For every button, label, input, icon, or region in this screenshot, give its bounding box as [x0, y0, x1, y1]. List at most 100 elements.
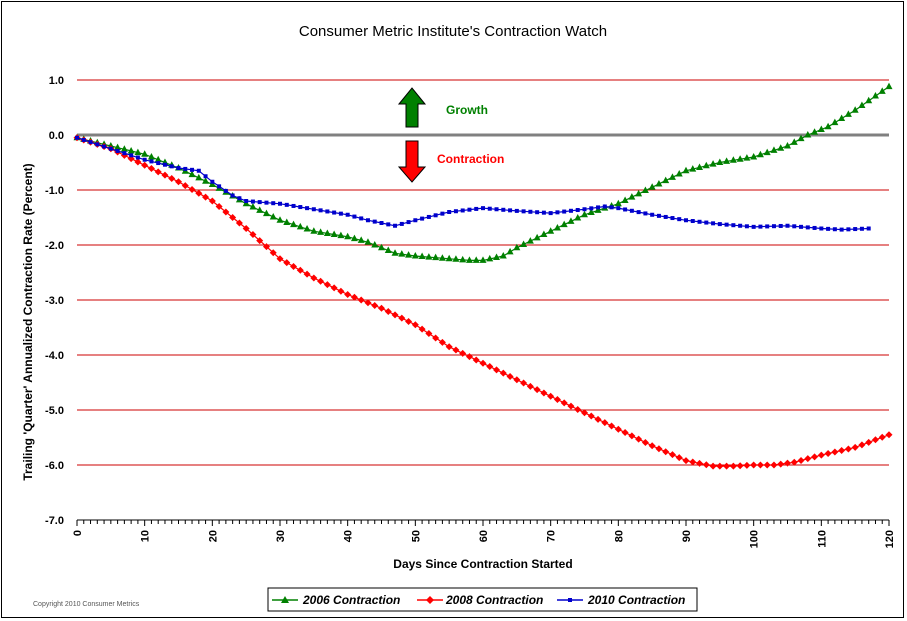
data-point-2008 — [763, 461, 771, 469]
series-2010 — [75, 135, 871, 232]
data-point-2006 — [621, 196, 629, 203]
data-point-2008 — [655, 445, 663, 453]
data-point-2008 — [330, 284, 338, 292]
data-point-2008 — [337, 287, 345, 295]
data-point-2008 — [418, 325, 426, 333]
legend-label-2010: 2010 Contraction — [587, 593, 685, 607]
data-point-2006 — [195, 173, 203, 181]
data-point-2008 — [479, 359, 487, 367]
y-tick-label: 0.0 — [49, 130, 64, 142]
data-point-2008 — [134, 158, 142, 166]
data-point-2010 — [156, 161, 161, 166]
data-point-2006 — [858, 101, 866, 109]
data-point-2008 — [567, 402, 575, 410]
data-point-2010 — [210, 179, 215, 184]
data-point-2006 — [526, 237, 534, 244]
y-tick-label: -5.0 — [45, 405, 64, 417]
data-point-2006 — [716, 158, 724, 165]
x-tick-label: 90 — [681, 530, 693, 542]
data-point-2006 — [520, 240, 528, 247]
data-point-2010 — [217, 184, 222, 189]
data-point-2010 — [535, 210, 540, 215]
data-point-2008 — [175, 178, 182, 186]
data-point-2006 — [797, 134, 805, 142]
data-point-2010 — [751, 224, 756, 229]
data-point-2006 — [655, 179, 663, 187]
data-point-2008 — [425, 330, 433, 338]
data-point-2010 — [447, 210, 452, 214]
data-point-2010 — [724, 222, 729, 227]
data-point-2010 — [433, 213, 438, 218]
data-point-2010 — [778, 223, 783, 228]
data-point-2006 — [269, 212, 277, 220]
x-tick-label: 70 — [546, 530, 558, 542]
data-point-2006 — [540, 230, 548, 238]
data-point-2006 — [256, 206, 264, 213]
data-point-2010 — [183, 166, 188, 171]
data-point-2010 — [122, 151, 127, 156]
data-point-2008 — [208, 197, 216, 205]
data-point-2006 — [384, 246, 392, 253]
data-point-2006 — [486, 254, 494, 262]
data-point-2006 — [303, 225, 311, 232]
data-point-2008 — [777, 460, 785, 468]
data-point-2008 — [702, 461, 710, 469]
data-point-2006 — [330, 230, 338, 238]
data-point-2010 — [623, 207, 628, 212]
data-point-2008 — [844, 445, 852, 453]
data-point-2006 — [851, 106, 859, 113]
data-point-2010 — [690, 219, 695, 224]
data-point-2010 — [684, 218, 688, 223]
data-point-2008 — [709, 462, 717, 470]
data-point-2010 — [244, 199, 249, 203]
data-point-2006 — [756, 150, 764, 158]
data-point-2010 — [372, 219, 377, 224]
data-point-2006 — [811, 128, 819, 135]
data-point-2006 — [350, 234, 358, 242]
data-point-2006 — [120, 145, 128, 152]
data-point-2008 — [493, 366, 501, 374]
data-point-2010 — [711, 221, 716, 226]
legend-label-2008: 2008 Contraction — [445, 593, 543, 607]
data-point-2008 — [317, 277, 325, 285]
data-point-2006 — [344, 232, 352, 240]
legend-triangle-icon — [281, 596, 289, 603]
grid-lines — [76, 79, 890, 526]
data-point-2008 — [662, 448, 670, 456]
data-point-2006 — [472, 256, 480, 263]
data-point-2008 — [195, 189, 203, 197]
data-point-2010 — [413, 218, 418, 223]
data-point-2010 — [839, 227, 844, 232]
data-point-2010 — [677, 217, 682, 222]
data-point-2008 — [147, 165, 155, 173]
data-point-2006 — [784, 142, 791, 149]
data-point-2010 — [108, 146, 113, 151]
data-point-2006 — [493, 253, 501, 260]
data-point-2010 — [602, 204, 607, 209]
data-point-2008 — [811, 453, 819, 461]
data-point-2008 — [168, 174, 176, 182]
data-point-2010 — [541, 210, 546, 215]
growth-label: Growth — [446, 103, 488, 117]
chart-title: Consumer Metric Institute's Contraction … — [299, 23, 607, 40]
data-point-2008 — [459, 349, 467, 357]
data-point-2008 — [858, 441, 866, 449]
data-point-2010 — [785, 223, 790, 228]
data-point-2010 — [758, 224, 763, 229]
data-point-2006 — [885, 82, 893, 90]
data-point-2010 — [589, 206, 594, 211]
data-point-2010 — [406, 220, 411, 225]
data-point-2008 — [865, 438, 873, 446]
data-point-2008 — [161, 171, 169, 179]
data-point-2010 — [278, 201, 282, 206]
data-point-2006 — [614, 199, 622, 207]
data-point-2010 — [568, 208, 573, 213]
data-point-2006 — [147, 153, 155, 160]
data-point-2010 — [359, 216, 364, 221]
data-point-2008 — [371, 302, 379, 309]
data-point-2010 — [338, 211, 343, 216]
data-point-2008 — [438, 338, 446, 346]
data-point-2006 — [317, 228, 325, 235]
data-point-2010 — [575, 208, 580, 213]
y-axis-ticks: 1.0 0.0 -1.0 -2.0 -3.0 -4.0 -5.0 -6.0 -7.0 — [45, 75, 64, 527]
